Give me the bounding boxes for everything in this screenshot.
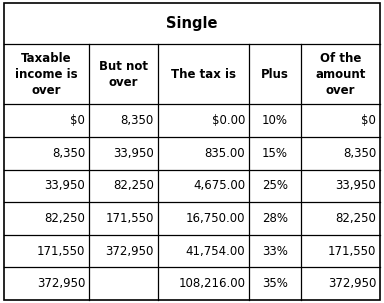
Text: Taxable
income is
over: Taxable income is over: [15, 52, 78, 97]
Text: 35%: 35%: [262, 277, 288, 290]
Text: $0: $0: [70, 114, 85, 127]
Text: Of the
amount
over: Of the amount over: [316, 52, 366, 97]
Text: 108,216.00: 108,216.00: [178, 277, 245, 290]
Text: 25%: 25%: [262, 179, 288, 192]
Text: 16,750.00: 16,750.00: [186, 212, 245, 225]
Text: But not
over: But not over: [99, 60, 148, 89]
Text: 4,675.00: 4,675.00: [193, 179, 245, 192]
Text: 82,250: 82,250: [45, 212, 85, 225]
Text: 835.00: 835.00: [205, 147, 245, 160]
Text: 33,950: 33,950: [113, 147, 154, 160]
Text: 8,350: 8,350: [343, 147, 376, 160]
Text: 82,250: 82,250: [336, 212, 376, 225]
Text: $0.00: $0.00: [212, 114, 245, 127]
Text: 372,950: 372,950: [328, 277, 376, 290]
Text: 33,950: 33,950: [336, 179, 376, 192]
Text: 171,550: 171,550: [106, 212, 154, 225]
Text: 372,950: 372,950: [106, 245, 154, 258]
Text: 82,250: 82,250: [113, 179, 154, 192]
Text: 41,754.00: 41,754.00: [186, 245, 245, 258]
Text: The tax is: The tax is: [171, 68, 236, 81]
Text: $0: $0: [361, 114, 376, 127]
Text: 33%: 33%: [262, 245, 288, 258]
Text: 171,550: 171,550: [328, 245, 376, 258]
Text: 10%: 10%: [262, 114, 288, 127]
Text: 8,350: 8,350: [52, 147, 85, 160]
Text: Single: Single: [166, 16, 218, 31]
Text: 33,950: 33,950: [45, 179, 85, 192]
Text: Plus: Plus: [261, 68, 289, 81]
Text: 8,350: 8,350: [121, 114, 154, 127]
Text: 15%: 15%: [262, 147, 288, 160]
Text: 28%: 28%: [262, 212, 288, 225]
Text: 171,550: 171,550: [37, 245, 85, 258]
Text: 372,950: 372,950: [37, 277, 85, 290]
